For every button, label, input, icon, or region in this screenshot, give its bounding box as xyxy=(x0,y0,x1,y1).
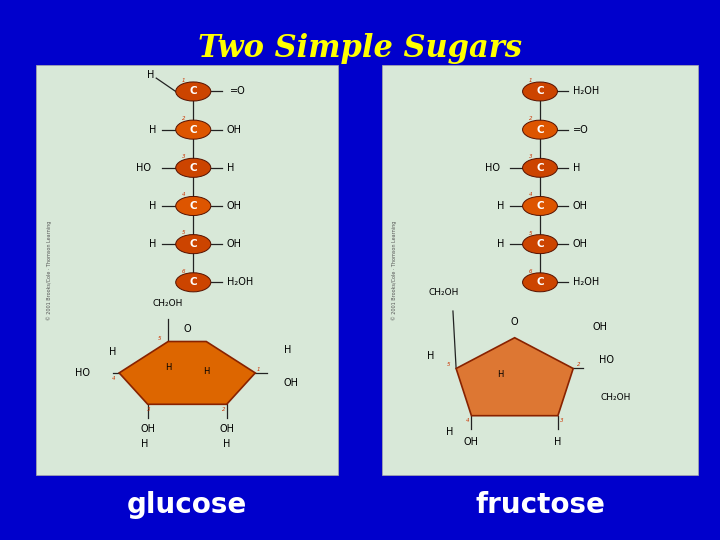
Text: OH: OH xyxy=(573,239,588,249)
Text: CH₂OH: CH₂OH xyxy=(153,299,184,308)
Bar xyxy=(36,65,338,475)
Text: 6: 6 xyxy=(528,269,532,274)
Bar xyxy=(382,65,698,475)
Text: 2: 2 xyxy=(222,407,225,412)
Text: 4: 4 xyxy=(112,376,115,381)
Text: C: C xyxy=(536,125,544,134)
Text: OH: OH xyxy=(140,424,156,434)
Text: C: C xyxy=(536,239,544,249)
Text: H: H xyxy=(497,239,504,249)
Text: H: H xyxy=(223,440,230,449)
Text: 3: 3 xyxy=(148,407,151,412)
Text: Two Simple Sugars: Two Simple Sugars xyxy=(198,33,522,64)
Text: H: H xyxy=(227,163,234,173)
Text: C: C xyxy=(189,86,197,97)
Text: C: C xyxy=(536,201,544,211)
Ellipse shape xyxy=(176,158,211,177)
Text: OH: OH xyxy=(227,125,242,134)
Text: H₂OH: H₂OH xyxy=(573,86,599,97)
Text: O: O xyxy=(511,317,518,327)
Text: H: H xyxy=(497,201,504,211)
Text: 3: 3 xyxy=(528,154,532,159)
Text: 5: 5 xyxy=(182,231,185,235)
Ellipse shape xyxy=(176,273,211,292)
Text: H: H xyxy=(203,367,210,376)
Text: OH: OH xyxy=(593,322,607,333)
Text: C: C xyxy=(189,125,197,134)
Text: 1: 1 xyxy=(528,78,532,83)
Text: OH: OH xyxy=(227,239,242,249)
Ellipse shape xyxy=(523,197,557,215)
Text: C: C xyxy=(189,201,197,211)
Text: H: H xyxy=(573,163,580,173)
Text: fructose: fructose xyxy=(475,491,605,519)
Text: OH: OH xyxy=(284,379,299,388)
Text: C: C xyxy=(536,86,544,97)
Text: H: H xyxy=(109,347,117,357)
Text: C: C xyxy=(536,163,544,173)
Polygon shape xyxy=(120,341,256,404)
Text: C: C xyxy=(189,163,197,173)
Text: 1: 1 xyxy=(182,78,185,83)
Ellipse shape xyxy=(523,235,557,254)
Text: CH₂OH: CH₂OH xyxy=(600,393,631,402)
Text: H: H xyxy=(141,440,148,449)
Text: OH: OH xyxy=(219,424,234,434)
Text: HO: HO xyxy=(485,163,500,173)
Text: HO: HO xyxy=(136,163,151,173)
Text: H: H xyxy=(150,125,157,134)
Text: H: H xyxy=(150,201,157,211)
Text: 3: 3 xyxy=(560,417,564,422)
Ellipse shape xyxy=(176,120,211,139)
Ellipse shape xyxy=(176,234,211,254)
Text: OH: OH xyxy=(227,201,242,211)
Text: H: H xyxy=(284,345,292,355)
Text: 2: 2 xyxy=(182,116,185,121)
Text: H: H xyxy=(165,363,171,372)
Ellipse shape xyxy=(523,158,557,177)
Text: H: H xyxy=(150,239,157,249)
Text: C: C xyxy=(536,278,544,287)
Text: H₂OH: H₂OH xyxy=(227,278,253,287)
Text: 4: 4 xyxy=(466,417,469,422)
Text: H: H xyxy=(427,351,434,361)
Text: 5: 5 xyxy=(528,231,532,235)
Text: © 2001 Brooks/Cole · Thomson Learning: © 2001 Brooks/Cole · Thomson Learning xyxy=(46,220,52,320)
Text: OH: OH xyxy=(573,201,588,211)
Text: 1: 1 xyxy=(256,367,260,372)
Text: =O: =O xyxy=(573,125,589,134)
Text: 6: 6 xyxy=(182,268,185,274)
Text: 3: 3 xyxy=(182,154,185,159)
Text: HO: HO xyxy=(598,355,613,365)
Text: O: O xyxy=(184,325,191,334)
Text: C: C xyxy=(189,239,197,249)
Ellipse shape xyxy=(176,197,211,215)
Text: OH: OH xyxy=(464,437,479,447)
Text: =O: =O xyxy=(230,86,246,97)
Text: glucose: glucose xyxy=(127,491,248,519)
Text: H: H xyxy=(148,70,155,80)
Text: C: C xyxy=(189,278,197,287)
Text: 4: 4 xyxy=(182,192,185,197)
Polygon shape xyxy=(456,338,573,416)
Ellipse shape xyxy=(523,120,557,139)
Text: 2: 2 xyxy=(528,116,532,121)
Text: 5: 5 xyxy=(158,336,161,341)
Ellipse shape xyxy=(523,273,557,292)
Text: CH₂OH: CH₂OH xyxy=(428,288,459,297)
Text: 5: 5 xyxy=(447,362,451,367)
Text: H: H xyxy=(497,370,503,379)
Ellipse shape xyxy=(523,82,557,101)
Text: 2: 2 xyxy=(577,362,581,367)
Text: H: H xyxy=(446,427,453,437)
Text: H: H xyxy=(554,437,562,447)
Text: HO: HO xyxy=(76,368,91,378)
Text: © 2001 Brooks/Cole · Thomson Learning: © 2001 Brooks/Cole · Thomson Learning xyxy=(392,220,397,320)
Ellipse shape xyxy=(176,82,211,101)
Text: 4: 4 xyxy=(528,192,532,197)
Text: H₂OH: H₂OH xyxy=(573,278,599,287)
